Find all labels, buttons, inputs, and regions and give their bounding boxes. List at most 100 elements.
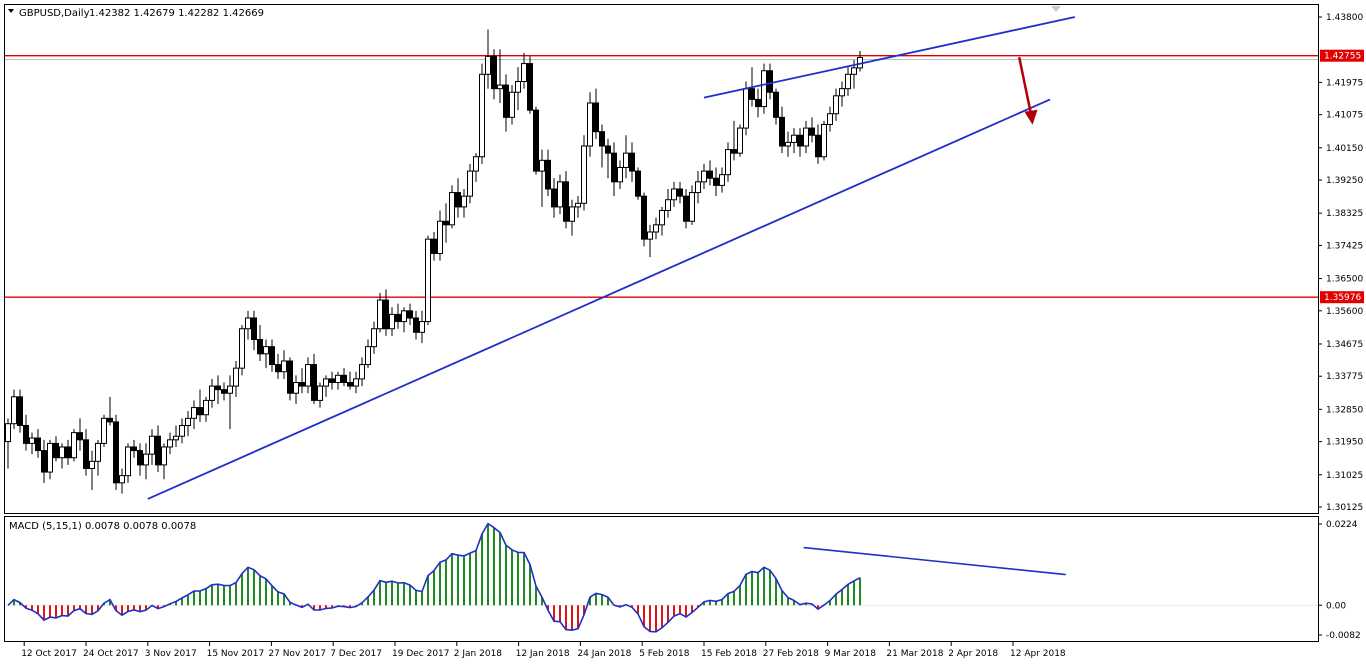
bear-candle	[491, 55, 497, 90]
bear-candle	[275, 364, 281, 373]
bear-candle	[713, 177, 719, 186]
bear-candle	[65, 446, 71, 459]
bull-candle	[845, 73, 851, 90]
bull-candle	[557, 181, 563, 208]
bull-candle	[509, 91, 515, 118]
bull-candle	[497, 84, 503, 90]
bull-candle	[653, 224, 659, 233]
bear-candle	[347, 381, 353, 387]
bear-candle	[395, 313, 401, 323]
bear-candle	[503, 84, 509, 118]
bear-candle	[755, 98, 761, 108]
bull-candle	[29, 437, 35, 444]
price-tick-label: 1.37425	[1326, 241, 1363, 251]
time-tick-label: 15 Feb 2018	[701, 649, 757, 659]
time-tick-label: 7 Dec 2017	[330, 649, 382, 659]
price-tick-label: 1.31025	[1326, 471, 1363, 481]
time-tick-label: 27 Feb 2018	[763, 649, 819, 659]
bull-candle	[437, 220, 443, 254]
time-tick-label: 15 Nov 2017	[207, 649, 265, 659]
price-tick-label: 1.32850	[1326, 405, 1363, 415]
price-tick-label: 1.34675	[1326, 340, 1363, 350]
price-tick-label: 1.31950	[1326, 438, 1363, 448]
bull-candle	[371, 328, 377, 348]
price-tick-label: 1.36500	[1326, 275, 1363, 285]
bull-candle	[827, 113, 833, 125]
bear-candle	[413, 317, 419, 333]
bear-candle	[221, 389, 227, 394]
chart-menu-triangle-icon[interactable]	[8, 9, 14, 13]
bear-candle	[197, 407, 203, 416]
price-tick-label: 1.41975	[1326, 78, 1363, 88]
bull-candle	[353, 378, 359, 387]
time-tick-label: 12 Oct 2017	[21, 649, 77, 659]
bull-candle	[449, 192, 455, 226]
bear-candle	[707, 170, 713, 179]
bull-candle	[173, 435, 179, 441]
bull-candle	[485, 55, 491, 75]
bear-candle	[533, 109, 539, 172]
bull-candle	[467, 170, 473, 197]
bull-candle	[785, 141, 791, 147]
price-tick-label: 1.30125	[1326, 503, 1363, 513]
time-tick-label: 24 Oct 2017	[83, 649, 139, 659]
bull-candle	[119, 475, 125, 484]
bear-candle	[431, 238, 437, 254]
bull-candle	[617, 166, 623, 183]
bear-candle	[731, 149, 737, 154]
bear-candle	[545, 159, 551, 190]
bull-candle	[185, 417, 191, 426]
bear-candle	[131, 446, 137, 452]
bull-candle	[587, 102, 593, 147]
bear-candle	[563, 181, 569, 222]
bull-candle	[569, 206, 575, 222]
bear-candle	[809, 127, 815, 136]
macd-pane-frame	[4, 516, 1319, 642]
bull-candle	[293, 381, 299, 394]
candlestick-series	[5, 29, 863, 494]
bull-candle	[149, 435, 155, 455]
bear-candle	[767, 70, 773, 93]
bull-candle	[737, 127, 743, 154]
symbol-label: GBPUSD,Daily	[19, 8, 90, 19]
bull-candle	[161, 446, 167, 466]
trendlines	[147, 16, 1075, 500]
bear-candle	[593, 102, 599, 133]
bull-candle	[695, 181, 701, 194]
bear-candle	[299, 381, 305, 387]
bull-candle	[479, 73, 485, 158]
macd-tick-label: -0.0082	[1326, 631, 1361, 641]
price-level-label: 1.35976	[1324, 293, 1361, 303]
bear-candle	[35, 437, 41, 452]
scroll-shift-marker-icon[interactable]	[1051, 6, 1061, 12]
ohlc-quote: 1.42382 1.42679 1.42282 1.42669	[89, 8, 264, 19]
time-tick-label: 12 Jan 2018	[516, 649, 570, 659]
bull-candle	[821, 123, 827, 158]
bull-candle	[851, 67, 857, 75]
time-tick-label: 19 Dec 2017	[392, 649, 450, 659]
bull-candle	[125, 446, 131, 477]
bear-candle	[215, 385, 221, 391]
bear-candle	[287, 360, 293, 394]
time-tick-label: 3 Nov 2017	[145, 649, 197, 659]
bear-candle	[797, 134, 803, 147]
bull-candle	[689, 192, 695, 222]
bull-candle	[791, 134, 797, 143]
bear-candle	[137, 450, 143, 466]
macd-trendline	[803, 546, 1066, 576]
bull-candle	[281, 360, 287, 373]
bear-candle	[779, 116, 785, 147]
bear-candle	[629, 152, 635, 172]
bear-candle	[641, 195, 647, 240]
price-level-tag	[1320, 49, 1364, 62]
macd-axis: 0.0224 0.00 -0.0082	[1318, 520, 1361, 641]
bull-candle	[263, 346, 269, 355]
bull-candle	[89, 460, 95, 469]
bull-candle	[239, 328, 245, 369]
bull-candle	[95, 442, 101, 462]
price-axis: 1.43800 1.41975 1.41075 1.40150 1.39250 1.383…	[1318, 13, 1364, 513]
bull-candle	[359, 364, 365, 380]
bear-candle	[605, 145, 611, 154]
price-level-tag	[1320, 291, 1364, 304]
